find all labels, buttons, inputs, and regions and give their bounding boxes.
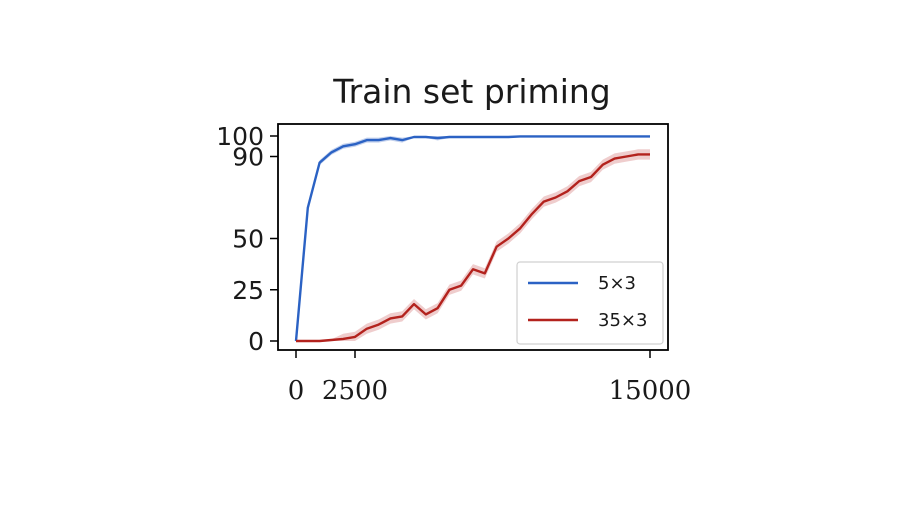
x-tick-label-1: 2500 bbox=[322, 376, 388, 406]
y-tick-label-3: 90 bbox=[232, 143, 264, 172]
y-tick-label-0: 0 bbox=[248, 327, 264, 356]
y-tick-label-1: 25 bbox=[232, 276, 264, 305]
series-band-1 bbox=[296, 149, 650, 341]
chart-title: Train set priming bbox=[332, 72, 610, 111]
series-line-0 bbox=[294, 135, 650, 342]
x-tick-label-0: 0 bbox=[288, 376, 305, 406]
plot-frame bbox=[277, 123, 669, 351]
legend-label-1: 35×3 bbox=[598, 310, 647, 331]
legend-label-0: 5×3 bbox=[598, 273, 636, 294]
y-tick-label-2: 50 bbox=[232, 225, 264, 254]
series-line-1 bbox=[296, 153, 650, 343]
y-tick-label-4: 100 bbox=[216, 122, 264, 151]
x-tick-label-2: 15000 bbox=[609, 376, 692, 406]
legend-box bbox=[516, 261, 664, 345]
